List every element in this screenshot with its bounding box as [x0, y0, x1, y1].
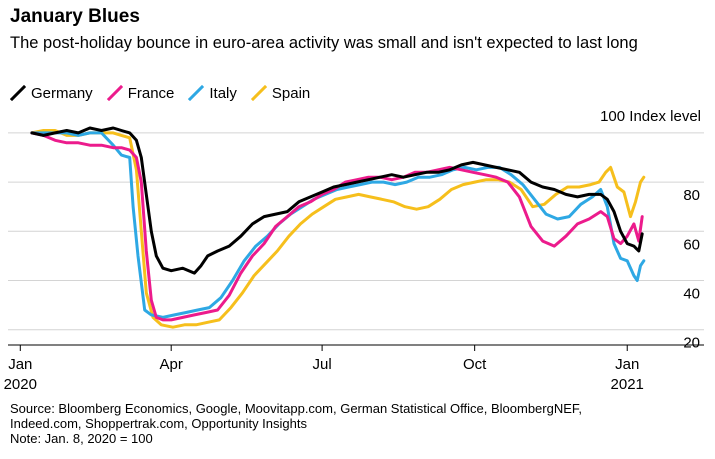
x-tick-sublabel-0: 2020	[4, 376, 37, 393]
x-tick-sublabel-4: 2021	[611, 376, 644, 393]
legend-swatch-germany	[10, 85, 26, 101]
note-line: Note: Jan. 8, 2020 = 100	[10, 431, 153, 446]
chart-subtitle: The post-holiday bounce in euro-area act…	[10, 34, 638, 52]
legend-swatch-france	[106, 85, 123, 101]
x-tick-label-4: Jan	[615, 356, 639, 373]
legend-item-spain: Spain	[250, 84, 311, 102]
y-tick-label-20: 20	[683, 335, 700, 352]
x-tick-label-0: Jan	[8, 356, 32, 373]
legend-item-france: France	[106, 84, 175, 102]
source-line-2: Indeed.com, Shoppertrak.com, Opportunity…	[10, 416, 307, 431]
y-tick-label-40: 40	[683, 286, 700, 303]
legend-item-germany: Germany	[10, 85, 93, 102]
series-line-germany	[30, 126, 644, 275]
series-line-spain	[30, 129, 646, 329]
y-tick-label-60: 60	[683, 236, 700, 253]
legend: Germany France Italy Spain	[10, 83, 324, 103]
legend-item-italy: Italy	[188, 85, 237, 102]
source-line-1: Source: Bloomberg Economics, Google, Moo…	[10, 401, 583, 416]
legend-label-spain: Spain	[271, 84, 311, 102]
chart-title: January Blues	[10, 6, 140, 27]
y-axis-unit-label: 100 Index level	[600, 108, 701, 125]
x-tick-label-2: Jul	[313, 356, 332, 373]
legend-label-france: France	[127, 84, 175, 102]
legend-label-italy: Italy	[209, 84, 237, 102]
source-note: Source: Bloomberg Economics, Google, Moo…	[10, 401, 710, 446]
legend-swatch-italy	[188, 85, 205, 101]
series-line-france	[30, 131, 644, 322]
legend-label-germany: Germany	[31, 84, 93, 102]
series-line-italy	[30, 131, 646, 319]
y-tick-label-80: 80	[683, 187, 700, 204]
x-tick-label-1: Apr	[160, 356, 183, 373]
x-tick-label-3: Oct	[463, 356, 487, 373]
legend-swatch-spain	[250, 85, 267, 101]
